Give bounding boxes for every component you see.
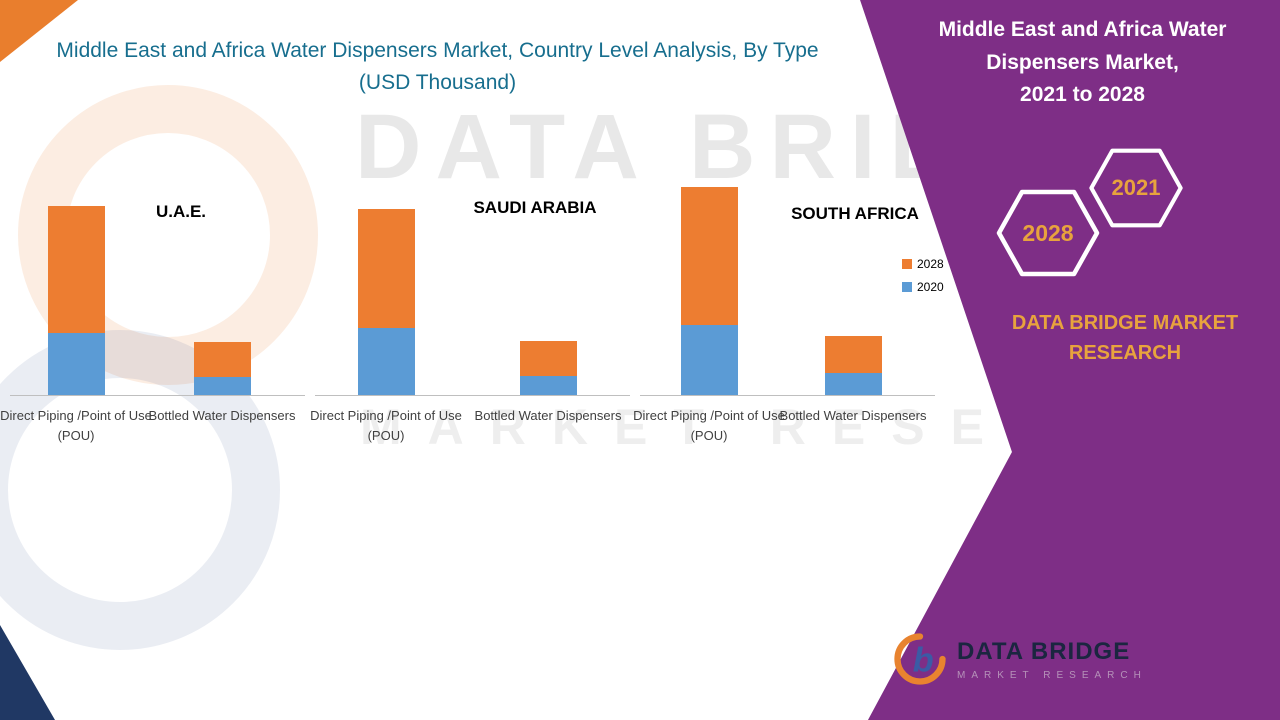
bar-segment-2020 [194,377,251,395]
data-bridge-logo-icon: b [894,633,946,685]
plot-area [315,118,630,396]
plot-area [640,118,935,396]
bar-segment-2020 [358,328,415,395]
panel-heading-title: Middle East and Africa Water Dispensers … [938,18,1227,74]
bar-segment-2020 [520,376,577,395]
svg-text:b: b [913,642,934,680]
footer-logo-subtitle: MARKET RESEARCH [957,669,1147,681]
country-label: SAUDI ARABIA [473,198,597,217]
bar-segment-2028 [681,187,738,325]
hexagon-2028: 2028 [995,188,1101,278]
stacked-bar [825,336,882,395]
chart-group-south-africa: SOUTH AFRICA Direct Piping /Point of Use… [633,118,935,458]
country-label: U.A.E. [155,202,207,221]
legend-label: 2020 [917,280,944,294]
footer-logo-text: DATA BRIDGE MARKET RESEARCH [957,638,1147,681]
chart-group-uae: U.A.E. Direct Piping /Point of Use (POU)… [0,118,305,458]
legend-item-2028: 2028 [902,257,944,271]
category-label: Bottled Water Dispensers [474,408,622,423]
hexagon-2021: 2021 [1087,147,1185,229]
legend-label: 2028 [917,257,944,271]
bottom-left-navy-accent [0,625,55,720]
bar-segment-2020 [681,325,738,395]
stacked-bar [681,187,738,395]
bar-segment-2028 [48,206,105,333]
bar-segment-2028 [520,341,577,376]
legend-item-2020: 2020 [902,280,944,294]
legend-swatch-2028 [902,259,912,269]
plot-area [10,118,305,396]
bar-segment-2020 [825,373,882,395]
category-label: Bottled Water Dispensers [148,408,296,423]
bar-segment-2028 [194,342,251,377]
chart-legend: 2028 2020 [902,257,944,303]
panel-heading: Middle East and Africa Water Dispensers … [915,14,1250,112]
hexagon-outline-icon [996,189,1100,277]
hexagon-year-label: 2028 [1022,219,1074,246]
stacked-bar [194,342,251,395]
category-label: Direct Piping /Point of Use (POU) [0,408,152,444]
bar-segment-2028 [825,336,882,373]
stacked-bar [358,209,415,395]
bar-segment-2028 [358,209,415,328]
footer-logo: b DATA BRIDGE MARKET RESEARCH [893,632,1147,686]
footer-logo-name: DATA BRIDGE [957,637,1131,665]
bar-segment-2020 [48,333,105,395]
category-label: Direct Piping /Point of Use (POU) [310,408,462,444]
stacked-bar [520,341,577,395]
legend-swatch-2020 [902,282,912,292]
category-label: Direct Piping /Point of Use (POU) [633,408,785,444]
panel-heading-period: 2021 to 2028 [1020,83,1145,107]
country-label: SOUTH AFRICA [791,204,919,223]
chart-title: Middle East and Africa Water Dispensers … [56,39,819,94]
hexagon-year-label: 2021 [1111,175,1161,200]
brand-text: DATA BRIDGE MARKET RESEARCH [1011,312,1239,364]
chart-group-saudi-arabia: SAUDI ARABIA Direct Piping /Point of Use… [310,118,630,458]
category-label: Bottled Water Dispensers [779,408,927,423]
hexagon-outline-icon [1089,148,1183,228]
chart-region: U.A.E. Direct Piping /Point of Use (POU)… [0,118,945,458]
stacked-bar [48,206,105,395]
